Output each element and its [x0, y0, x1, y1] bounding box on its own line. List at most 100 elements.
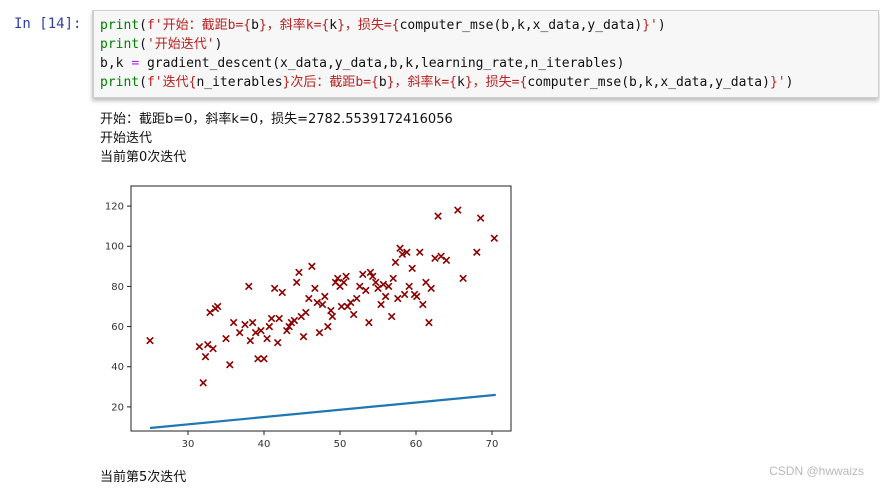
output-line-3: 当前第0次迭代: [100, 150, 187, 165]
axes-frame: [130, 185, 512, 432]
y-tick-label: 40: [111, 362, 124, 373]
data-point: [379, 280, 388, 289]
data-point: [371, 278, 380, 287]
data-point: [305, 294, 313, 303]
data-point: [270, 284, 279, 293]
data-point: [195, 342, 204, 351]
x-tick-label: 40: [258, 439, 271, 450]
code-token: }，斜率k={: [386, 75, 457, 90]
data-point: [229, 318, 238, 327]
data-point: [454, 206, 462, 214]
data-point: [203, 340, 212, 349]
code-token: =: [131, 56, 140, 71]
data-point: [311, 284, 319, 293]
data-point: [437, 252, 445, 261]
scatter-plot: 30 40 50 60 70 20 40 60 80 100 120: [105, 185, 512, 450]
data-point: [201, 352, 210, 361]
data-point: [387, 312, 396, 321]
data-point: [459, 274, 467, 283]
code-token: print: [100, 75, 140, 90]
data-point: [408, 264, 416, 273]
data-point: [285, 322, 293, 331]
code-token: gradient_descent(x_data,y_data,b,k,learn…: [139, 56, 625, 71]
code-token: (: [139, 75, 147, 90]
code-editor[interactable]: print(f'开始：截距b={b}，斜率k={k}，损失={computer_…: [100, 16, 793, 92]
data-point: [422, 278, 430, 287]
data-point: [290, 316, 299, 325]
data-point: [377, 300, 385, 309]
data-point: [442, 256, 451, 265]
data-point: [403, 248, 411, 257]
data-point: [405, 282, 413, 291]
data-point: [292, 278, 301, 287]
code-token: b: [251, 18, 259, 33]
data-point: [362, 286, 370, 295]
code-cell[interactable]: print(f'开始：截距b={b}，斜率k={k}，损失={computer_…: [92, 10, 879, 98]
data-point: [324, 322, 332, 331]
y-tick-label: 20: [111, 402, 124, 413]
data-point: [337, 302, 346, 311]
data-point: [425, 318, 433, 327]
data-point: [346, 298, 355, 307]
data-point: [283, 326, 291, 335]
y-tick-label: 120: [105, 202, 124, 213]
x-tick-label: 60: [410, 439, 423, 450]
data-point: [333, 274, 342, 283]
data-point: [251, 328, 260, 337]
data-point: [400, 290, 409, 299]
data-point: [391, 258, 400, 267]
code-token: (: [139, 18, 147, 33]
data-point: [352, 294, 361, 303]
data-point: [412, 292, 421, 301]
data-point: [396, 244, 404, 253]
data-point: [246, 336, 255, 345]
data-point: [419, 300, 427, 309]
code-line: print(f'迭代{n_iterables}次后：截距b={b}，斜率k={k…: [100, 73, 793, 92]
data-point: [267, 314, 276, 323]
data-point: [265, 322, 274, 331]
data-point: [275, 314, 283, 323]
code-token: }，斜率k={: [258, 18, 330, 33]
data-point: [398, 250, 407, 259]
data-point: [257, 326, 265, 335]
data-point: [393, 294, 402, 303]
data-point: [248, 318, 257, 327]
code-token: ): [657, 18, 666, 33]
code-token: computer_mse(b,k,x_data,y_data): [399, 18, 643, 33]
data-point: [381, 292, 390, 301]
code-token: ): [214, 37, 223, 52]
code-token: }次后：截距b={: [282, 75, 379, 90]
y-tick-label: 80: [111, 282, 124, 293]
data-point: [254, 354, 262, 363]
code-token: computer_mse(b,k,x_data,y_data): [527, 75, 770, 90]
data-point: [241, 320, 249, 329]
data-point: [473, 248, 481, 257]
data-point: [427, 284, 435, 293]
data-point: [349, 310, 358, 319]
data-point: [321, 292, 329, 301]
code-line: b,k = gradient_descent(x_data,y_data,b,k…: [100, 54, 793, 73]
data-point: [366, 268, 375, 277]
data-point: [235, 328, 244, 337]
data-point: [431, 254, 439, 263]
data-point: [146, 336, 154, 345]
data-point: [374, 284, 382, 293]
output-line-1: 开始：截距b=0，斜率k=0，损失=2782.5539172416056: [100, 112, 453, 127]
data-point: [302, 308, 310, 317]
data-point: [206, 308, 214, 317]
data-point: [273, 338, 282, 347]
data-point: [416, 248, 424, 257]
output-line-4: 当前第5次迭代: [100, 470, 187, 485]
code-token: ): [785, 75, 794, 90]
data-point: [213, 302, 222, 311]
data-point: [490, 234, 499, 242]
data-point: [434, 212, 442, 220]
code-line: print(f'开始：截距b={b}，斜率k={k}，损失={computer_…: [100, 16, 793, 35]
data-point: [476, 214, 485, 222]
code-token: print: [100, 37, 140, 52]
y-tick-label: 60: [111, 322, 124, 333]
data-point: [299, 332, 308, 341]
code-token: f'开始：截距b={: [146, 18, 252, 33]
x-tick-label: 50: [334, 439, 347, 450]
data-point: [327, 306, 335, 315]
